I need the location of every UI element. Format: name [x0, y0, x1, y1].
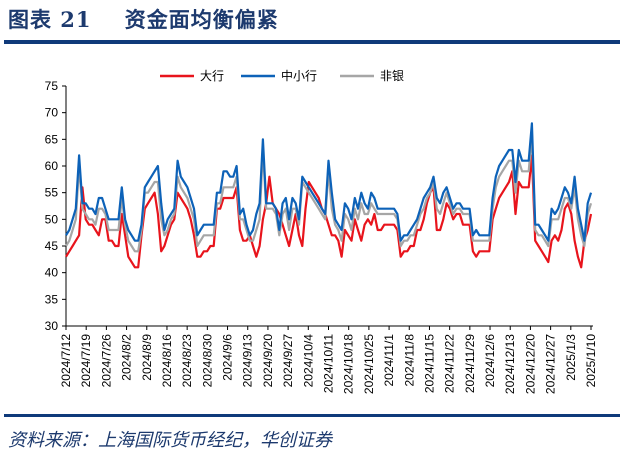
y-tick-label: 55: [45, 186, 59, 200]
x-tick-label: 2024/8/2: [120, 334, 134, 381]
x-tick-label: 2024/9/20: [261, 334, 275, 388]
x-tick-label: 2024/8/23: [180, 334, 194, 388]
x-tick-label: 2024/10/11: [322, 334, 336, 393]
x-tick-label: 2024/8/9: [140, 334, 154, 381]
x-tick-label: 2024/11/8: [402, 334, 416, 387]
x-tick-label: 2024/12/20: [523, 334, 537, 394]
y-tick-label: 75: [45, 79, 59, 93]
y-tick-label: 35: [45, 292, 59, 306]
x-tick-label: 2024/9/13: [241, 334, 255, 388]
x-tick-label: 2024/12/27: [544, 334, 558, 394]
x-tick-label: 2024/8/30: [200, 334, 214, 388]
x-tick-label: 2024/12/13: [503, 334, 517, 394]
x-tick-label: 2024/7/12: [59, 334, 73, 388]
x-tick-label: 2024/10/18: [342, 334, 356, 394]
legend-label: 非银: [380, 69, 404, 83]
x-tick-label: 2024/7/26: [99, 334, 113, 388]
x-tick-label: 2024/12/6: [483, 334, 497, 388]
y-tick-label: 45: [45, 239, 59, 253]
series-line-0: [65, 154, 593, 269]
y-tick-label: 70: [45, 106, 59, 120]
y-tick-label: 65: [45, 132, 59, 146]
y-tick-label: 60: [45, 159, 59, 173]
x-tick-label: 2025/1/10: [584, 334, 598, 388]
y-tick-label: 40: [45, 266, 59, 280]
legend-label: 大行: [200, 69, 224, 83]
title-rule: [4, 40, 620, 44]
x-tick-label: 2024/7/19: [79, 334, 93, 388]
series-line-1: [65, 122, 593, 242]
x-tick-label: 2024/11/29: [463, 334, 477, 393]
x-tick-label: 2024/11/22: [443, 334, 457, 393]
x-tick-label: 2024/10/4: [301, 334, 315, 388]
line-chart: 30 35 40 45 50 55 60 65 70 75 2024/7/12 2024/7/19 20…: [45, 68, 598, 394]
x-tick-label: 2024/11/15: [422, 334, 436, 393]
legend-label: 中小行: [281, 68, 317, 83]
x-tick-label: 2025/1/3: [564, 334, 578, 381]
y-tick-label: 50: [45, 212, 59, 226]
x-tick-label: 2024/9/6: [221, 334, 235, 381]
figure-title: 图表 21 资金面均衡偏紧: [8, 7, 279, 32]
x-tick-label: 2024/11/1: [382, 334, 396, 387]
x-tick-label: 2024/8/16: [160, 334, 174, 388]
footer-rule: [4, 414, 620, 417]
x-tick-label: 2024/9/27: [281, 334, 295, 388]
source-note: 资料来源：上海国际货币经纪，华创证券: [8, 430, 332, 451]
x-tick-label: 2024/10/25: [362, 334, 376, 394]
y-tick-label: 30: [45, 319, 59, 333]
